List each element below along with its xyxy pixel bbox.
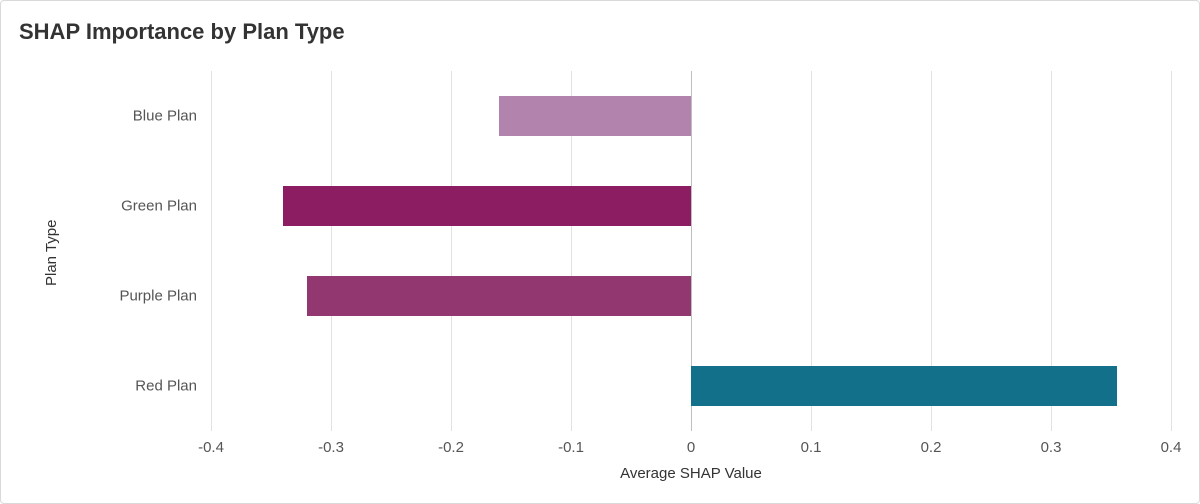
- x-axis-title: Average SHAP Value: [211, 465, 1171, 482]
- chart-title: SHAP Importance by Plan Type: [19, 19, 345, 45]
- y-tick-label: Purple Plan: [1, 289, 197, 304]
- y-tick-label: Blue Plan: [1, 109, 197, 124]
- gridline: [211, 71, 212, 431]
- gridline: [1171, 71, 1172, 431]
- plot-area: [211, 71, 1171, 431]
- chart-card: SHAP Importance by Plan Type Plan Type A…: [0, 0, 1200, 504]
- x-tick-label: -0.3: [318, 439, 344, 456]
- bar: [499, 96, 691, 136]
- x-tick-label: 0.1: [801, 439, 822, 456]
- gridline: [451, 71, 452, 431]
- x-tick-label: 0.4: [1161, 439, 1182, 456]
- bar: [691, 366, 1117, 406]
- y-tick-label: Red Plan: [1, 379, 197, 394]
- x-tick-label: 0.2: [921, 439, 942, 456]
- x-tick-label: -0.1: [558, 439, 584, 456]
- y-tick-label: Green Plan: [1, 199, 197, 214]
- bar: [307, 276, 691, 316]
- x-tick-label: -0.2: [438, 439, 464, 456]
- y-axis-title: Plan Type: [43, 220, 60, 286]
- x-tick-label: 0.3: [1041, 439, 1062, 456]
- x-tick-label: 0: [687, 439, 695, 456]
- gridline: [331, 71, 332, 431]
- x-tick-label: -0.4: [198, 439, 224, 456]
- bar: [283, 186, 691, 226]
